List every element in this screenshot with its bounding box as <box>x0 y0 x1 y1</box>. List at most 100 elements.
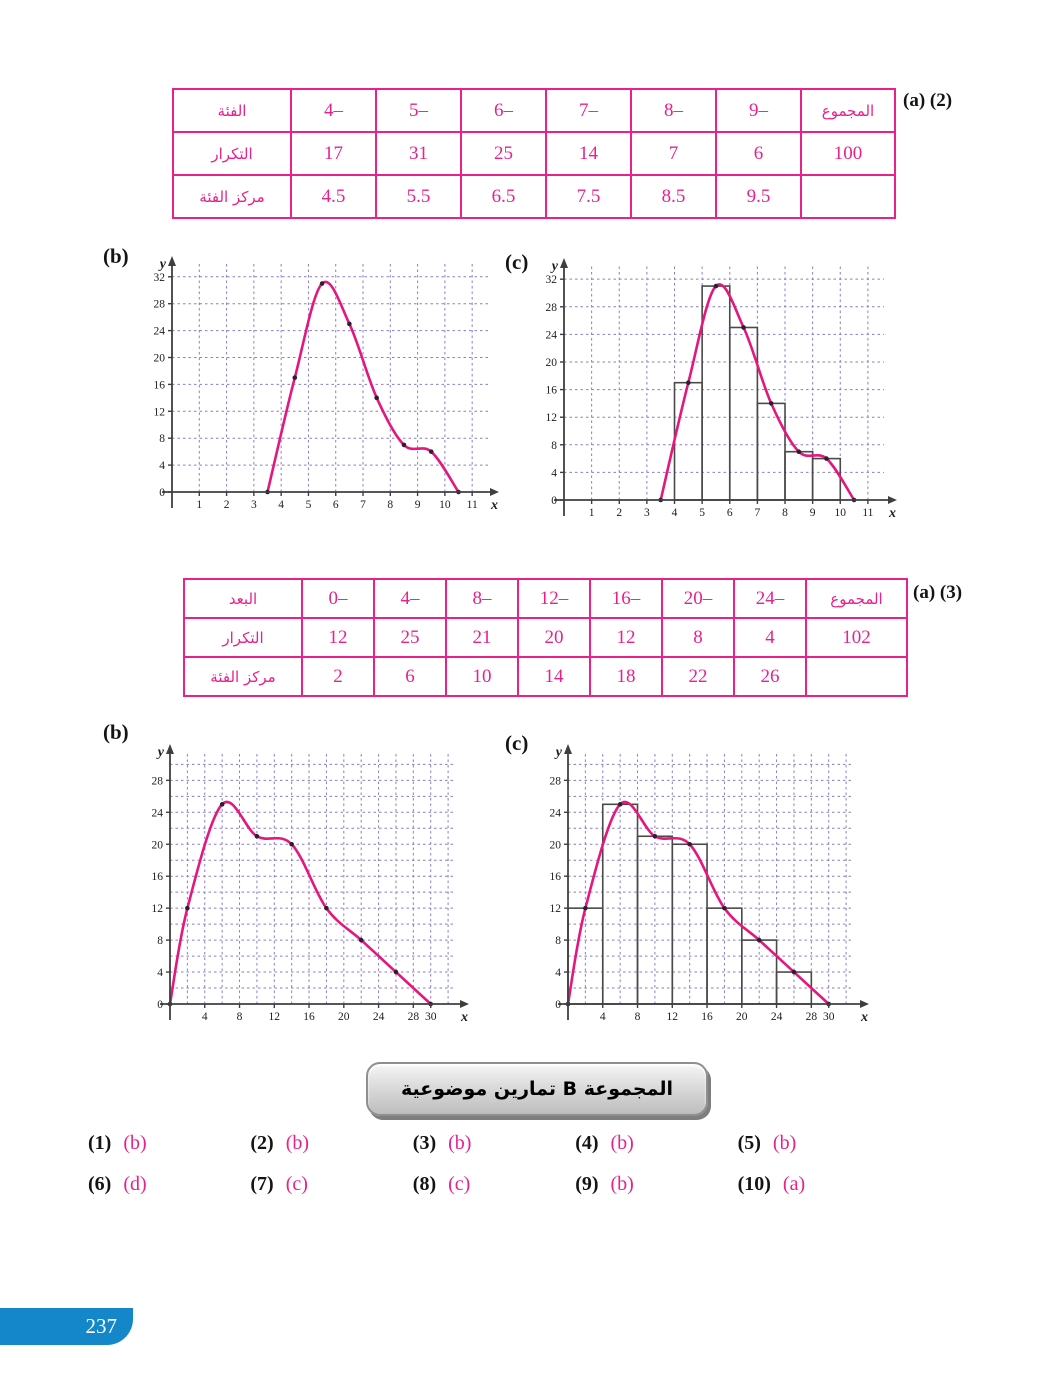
chart-grid <box>172 264 488 492</box>
x-tick-label: 4 <box>672 507 678 519</box>
chart-grid <box>564 266 884 500</box>
data-point <box>796 449 802 454</box>
x-tick-label: 6 <box>333 499 339 511</box>
x-axis-arrow-icon <box>888 496 897 504</box>
x-tick-label: 10 <box>439 499 451 511</box>
histogram-bar <box>701 285 731 501</box>
x-tick-label: 20 <box>338 1011 350 1023</box>
chart-points <box>565 802 832 1007</box>
y-tick-label: 12 <box>152 903 164 915</box>
y-axis-label: y <box>156 745 165 760</box>
table-cell: 6.5 <box>460 174 547 219</box>
x-axis-label: x <box>888 506 896 521</box>
x-tick-label: 1 <box>196 499 202 511</box>
x-tick-label: 28 <box>806 1011 818 1023</box>
data-point <box>713 283 719 289</box>
answer-letter: (b) <box>772 1132 797 1154</box>
x-tick-label: 8 <box>387 499 393 511</box>
y-tick-label: 4 <box>555 967 561 979</box>
x-tick-label: 8 <box>237 1011 243 1023</box>
x-tick-label: 20 <box>736 1011 748 1023</box>
table-cell: 12 <box>301 617 375 658</box>
table-cell: 22 <box>661 656 735 697</box>
y-tick-label: 28 <box>152 775 164 787</box>
data-point <box>768 401 774 406</box>
table-cell: 8– <box>630 88 717 133</box>
y-tick-label: 16 <box>546 385 558 397</box>
y-axis-arrow-icon <box>166 744 174 754</box>
answer-number: (3) <box>412 1132 437 1154</box>
answer-item: (3) (b) <box>413 1132 575 1155</box>
x-tick-label: 4 <box>600 1011 606 1023</box>
x-tick-label: 4 <box>202 1011 208 1023</box>
y-tick-label: 20 <box>152 839 164 851</box>
answers-list: (1) (b) (2) (b) (3) (b) (4) (b) (5) (b) (6) (d) (7)(… <box>88 1132 900 1196</box>
answer-item: (2) (b) <box>250 1132 412 1155</box>
answer-letter: (d) <box>123 1173 147 1195</box>
row-header: مركز الفئة <box>172 174 292 219</box>
table-row: التكرار 12 25 21 20 12 8 4 102 <box>183 617 908 658</box>
data-point <box>583 905 588 911</box>
answer-number: (4) <box>575 1132 599 1154</box>
table-cell: 7.5 <box>545 174 632 219</box>
answer-item: (7) (c) <box>250 1173 412 1196</box>
question-label-a2: (a) (2) <box>903 90 953 111</box>
y-tick-label: 4 <box>157 967 163 979</box>
x-tick-label: 8 <box>635 1011 641 1023</box>
y-tick-label: 20 <box>154 352 166 364</box>
data-point <box>289 841 294 847</box>
table-cell: 12– <box>517 578 591 619</box>
table-cell: 7– <box>545 88 632 133</box>
table-cell: 20– <box>661 578 735 619</box>
y-tick-label: 4 <box>159 460 165 472</box>
answer-item: (5) (b) <box>738 1132 900 1155</box>
x-tick-label: 8 <box>782 507 788 519</box>
data-point <box>393 969 399 975</box>
table-cell: 6 <box>373 656 447 697</box>
x-tick-label: 9 <box>810 507 816 519</box>
table-cell: 17 <box>290 131 377 176</box>
table-row: الفئة 4– 5– 6– 7– 8– 9– المجموع <box>172 88 896 133</box>
x-tick-label: 5 <box>699 507 705 519</box>
x-axis-label: x <box>460 1010 468 1025</box>
x-tick-label: 11 <box>862 507 873 519</box>
x-tick-label: 3 <box>251 499 257 511</box>
table-cell: 2 <box>301 656 375 697</box>
table-cell: 6– <box>460 88 547 133</box>
y-tick-label: 20 <box>546 357 558 369</box>
table-cell: 24– <box>733 578 807 619</box>
answer-letter: (b) <box>610 1173 634 1195</box>
data-point <box>254 833 260 839</box>
table-cell: 10 <box>445 656 519 697</box>
table-cell: المجموع <box>805 578 908 619</box>
table-cell: 100 <box>800 131 896 176</box>
answer-item: (10) (a) <box>738 1173 900 1196</box>
y-tick-label: 12 <box>550 903 562 915</box>
x-tick-label: 7 <box>755 507 761 519</box>
row-header: البعد <box>183 578 303 619</box>
data-point <box>401 442 407 448</box>
y-axis-arrow-icon <box>560 258 568 268</box>
y-tick-label: 32 <box>546 274 558 286</box>
y-tick-label: 0 <box>157 999 163 1011</box>
answer-item: (9) (b) <box>575 1173 737 1196</box>
data-point <box>347 321 352 327</box>
x-tick-label: 28 <box>408 1011 420 1023</box>
histogram-bar <box>673 381 703 501</box>
x-tick-label: 9 <box>415 499 421 511</box>
data-point <box>686 380 691 385</box>
table-cell: 26 <box>733 656 807 697</box>
data-point <box>617 802 623 807</box>
chart-label-b1: (b) <box>103 244 129 268</box>
answer-number: (8) <box>412 1173 437 1195</box>
x-tick-label: 16 <box>701 1011 713 1023</box>
x-tick-label: 7 <box>360 499 366 511</box>
answer-number: (1) <box>88 1132 112 1154</box>
page-number-tab: 237 <box>0 1308 133 1345</box>
answer-number: (5) <box>737 1132 761 1154</box>
table-cell: 4– <box>290 88 377 133</box>
